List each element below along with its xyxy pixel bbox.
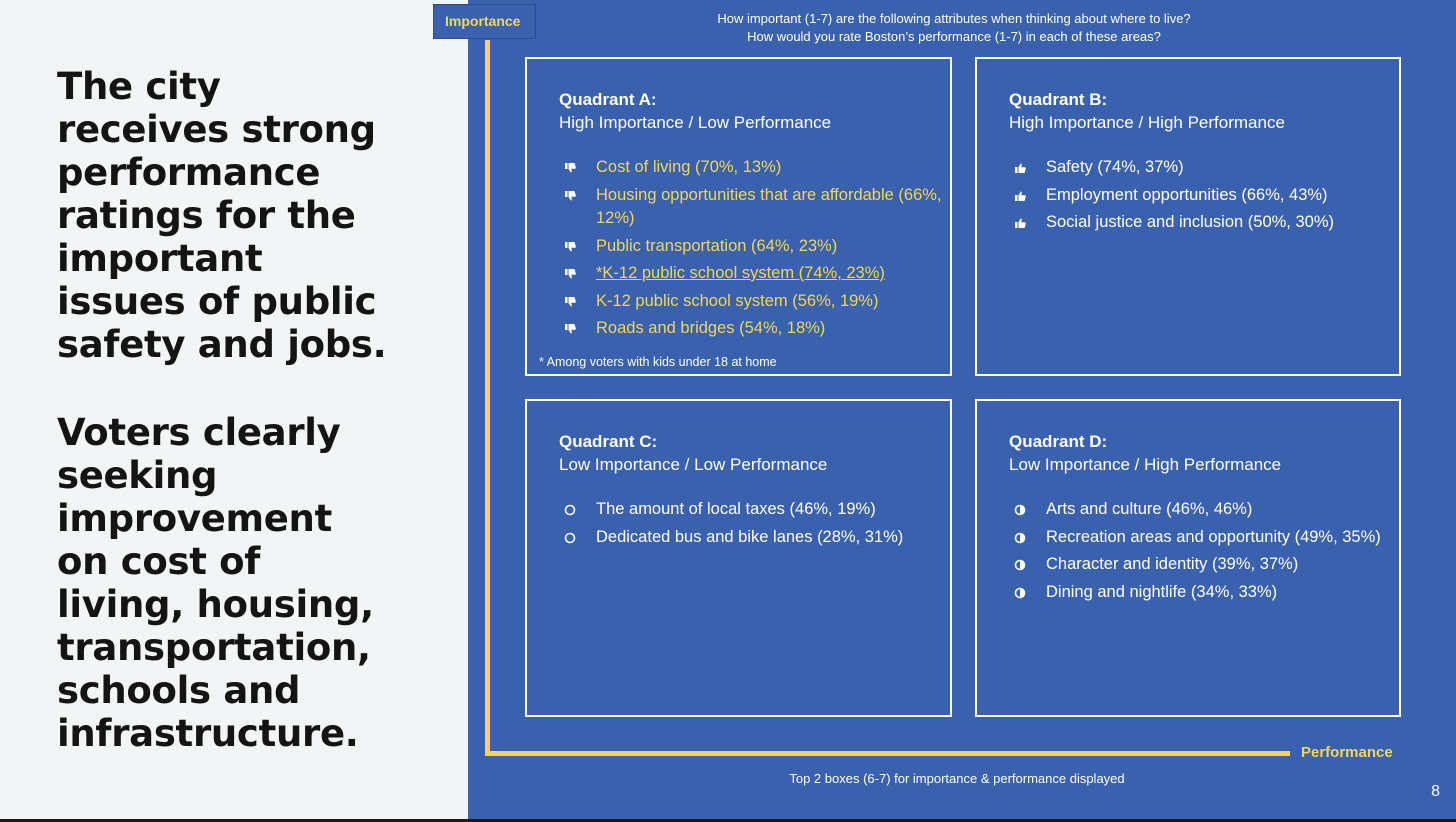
half-circle-icon [1014,559,1026,571]
left-text-panel: The city receives strong performance rat… [0,0,468,819]
list-item: Safety (74%, 37%) [1009,156,1394,180]
thumbs-down-icon [565,324,576,334]
question-importance: How important (1-7) are the following at… [717,11,1191,26]
quadrant-d-list: Arts and culture (46%, 46%) Recreation a… [1009,498,1394,608]
item-text: The amount of local taxes (46%, 19%) [596,500,876,518]
item-text: Housing opportunities that are affordabl… [596,185,942,228]
thumbs-down-icon [565,190,576,200]
list-item: Character and identity (39%, 37%) [1009,553,1394,577]
quadrant-d-title: Quadrant D: [1009,432,1108,451]
quadrant-b-subtitle: High Importance / High Performance [1009,113,1285,132]
half-circle-icon [1014,532,1026,543]
importance-axis-line [485,40,490,756]
list-item: Dining and nightlife (34%, 33%) [1009,581,1394,605]
list-item: Roads and bridges (54%, 18%) [559,317,944,341]
thumbs-down-icon [565,241,576,251]
headline-primary: The city receives strong performance rat… [57,65,387,366]
quadrant-b: Quadrant B: High Importance / High Perfo… [975,57,1401,376]
list-item: *K-12 public school system (74%, 23%) [559,262,944,286]
item-text: Dedicated bus and bike lanes (28%, 31%) [596,527,904,546]
display-footnote: Top 2 boxes (6-7) for importance & perfo… [789,771,1125,786]
list-item: Employment opportunities (66%, 43%) [1009,184,1394,208]
matrix-panel [468,0,1456,819]
item-text: Arts and culture (46%, 46%) [1046,500,1253,518]
performance-axis-label: Performance [1301,744,1393,761]
thumbs-down-icon [565,163,576,173]
thumbs-down-icon [565,296,576,306]
item-text: Public transportation (64%, 23%) [596,236,838,255]
quadrant-d-subtitle: Low Importance / High Performance [1009,455,1282,474]
list-item: K-12 public school system (56%, 19%) [559,290,944,314]
quadrant-d: Quadrant D: Low Importance / High Perfor… [975,399,1401,717]
half-circle-icon [1014,587,1026,598]
item-text: Cost of living (70%, 13%) [596,158,782,176]
headline-secondary: Voters clearly seeking improvement on co… [57,411,374,755]
item-text: *K-12 public school system (74%, 23%) [596,264,885,282]
page-number: 8 [1431,783,1440,800]
empty-circle-icon [564,504,576,516]
item-text: K-12 public school system (56%, 19%) [596,291,879,310]
question-performance: How would you rate Boston’s performance … [747,29,1161,44]
list-item: Dedicated bus and bike lanes (28%, 31%) [559,526,944,550]
list-item: Social justice and inclusion (50%, 30%) [1009,211,1394,235]
list-item: Cost of living (70%, 13%) [559,156,944,180]
item-text: Employment opportunities (66%, 43%) [1046,185,1328,204]
item-text: Dining and nightlife (34%, 33%) [1046,582,1278,601]
list-item: Recreation areas and opportunity (49%, 3… [1009,526,1394,550]
item-text: Social justice and inclusion (50%, 30%) [1046,213,1334,231]
quadrant-c-title: Quadrant C: [559,432,658,451]
thumbs-up-icon [1015,163,1026,173]
thumbs-down-icon [565,269,576,279]
item-text: Recreation areas and opportunity (49%, 3… [1046,527,1381,546]
bottom-divider [0,819,1456,822]
quadrant-a-subtitle: High Importance / Low Performance [559,113,832,132]
empty-circle-icon [564,532,576,543]
list-item: Arts and culture (46%, 46%) [1009,498,1394,522]
thumbs-up-icon [1015,191,1026,201]
quadrant-b-title: Quadrant B: [1009,90,1108,109]
list-item: The amount of local taxes (46%, 19%) [559,498,944,522]
half-circle-icon [1014,504,1026,516]
quadrant-c-list: The amount of local taxes (46%, 19%) Ded… [559,498,944,553]
item-text: Safety (74%, 37%) [1046,158,1184,176]
quadrant-b-list: Safety (74%, 37%) Employment opportuniti… [1009,156,1394,239]
quadrant-a-title: Quadrant A: [559,90,657,109]
quadrant-c-subtitle: Low Importance / Low Performance [559,455,828,474]
quadrant-c: Quadrant C: Low Importance / Low Perform… [525,399,952,717]
item-text: Roads and bridges (54%, 18%) [596,319,826,337]
performance-axis-line [485,751,1290,756]
item-text: Character and identity (39%, 37%) [1046,555,1299,573]
list-item: Public transportation (64%, 23%) [559,235,944,259]
quadrant-a: Quadrant A: High Importance / Low Perfor… [525,57,952,376]
quadrant-a-list: Cost of living (70%, 13%) Housing opport… [559,156,944,345]
list-item: Housing opportunities that are affordabl… [559,184,944,231]
importance-axis-label: Importance [433,4,536,39]
quadrant-a-footnote: * Among voters with kids under 18 at hom… [539,355,777,369]
thumbs-up-icon [1015,218,1026,228]
